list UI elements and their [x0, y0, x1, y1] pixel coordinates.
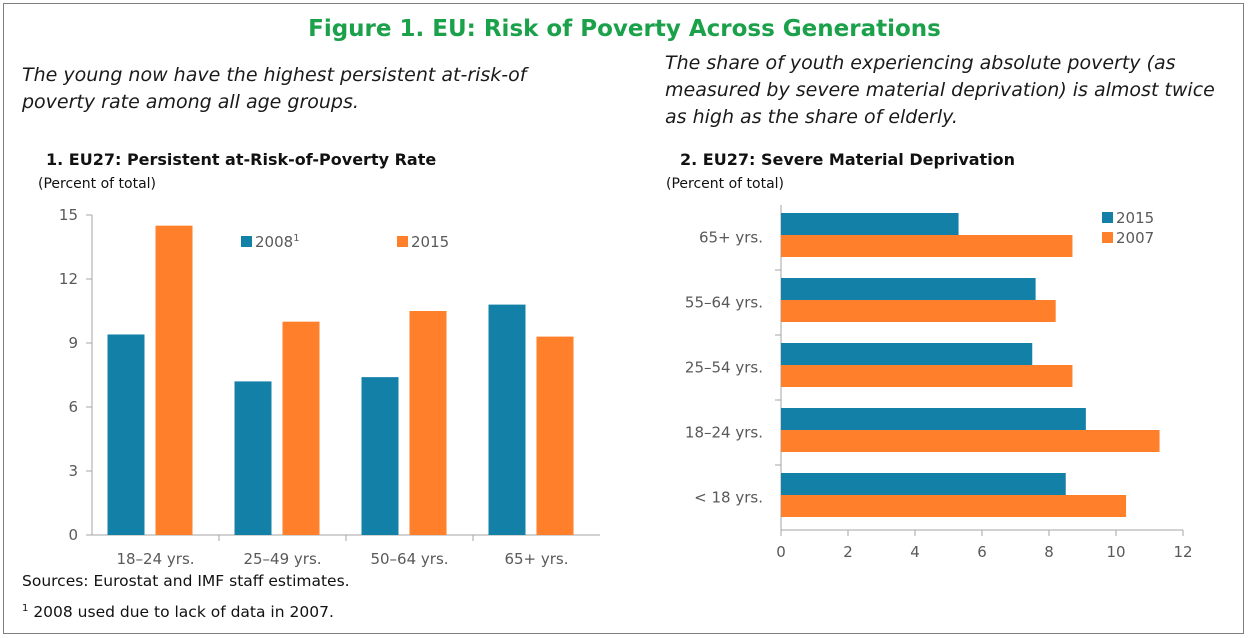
chart2-bar-2007: [781, 235, 1073, 257]
chart2-svg: 0 2 4 6 8 10 12 65+ yrs. 55–64 yrs. 25–54 yrs. 18–…: [685, 205, 1193, 561]
footnote-text: 2008 used due to lack of data in 2007.: [33, 603, 334, 622]
chart2-y-tick-label: 25–54 yrs.: [685, 359, 763, 377]
chart2-x-tick-label: 0: [776, 543, 786, 561]
chart2-bar-2007: [781, 365, 1073, 387]
chart1-title: 1. EU27: Persistent at-Risk-of-Poverty R…: [46, 150, 437, 169]
chart1-x-tick-label: 25–49 yrs.: [243, 550, 321, 568]
chart1-subtitle: (Percent of total): [38, 176, 157, 192]
chart1-svg: 0 3 6 9 12 15 18–24 yrs. 25–49 yrs. 50–64 yrs. 65…: [59, 206, 600, 568]
chart1-bar-2015: [155, 225, 193, 535]
chart2-x-tick-label: 4: [910, 543, 920, 561]
chart1-y-tick-label: 12: [59, 270, 78, 288]
chart1-bar-2015: [536, 336, 574, 535]
chart2-bar-2015: [781, 408, 1086, 430]
chart2-y-tick-label: < 18 yrs.: [694, 489, 763, 507]
chart1-legend-label: 2015: [411, 233, 449, 251]
chart1-bar-2008: [361, 377, 399, 535]
chart1-bar-2015: [409, 311, 447, 535]
chart2-subtitle: (Percent of total): [666, 176, 785, 192]
footnote: 1 2008 used due to lack of data in 2007.: [22, 603, 334, 621]
footnote-mark: 1: [22, 603, 29, 614]
chart1-bar-2008: [234, 381, 272, 535]
chart1-x-tick-label: 50–64 yrs.: [370, 550, 448, 568]
chart2-bar-2015: [781, 343, 1033, 365]
chart1-bar-2008: [107, 334, 145, 535]
chart2-bar-2007: [781, 430, 1160, 452]
chart2-bar-2007: [781, 300, 1056, 322]
chart1-legend-label: 20081: [255, 233, 300, 251]
chart1-y-tick-label: 15: [59, 206, 78, 224]
chart1-x-tick-label: 65+ yrs.: [504, 550, 568, 568]
chart2-bar-2015: [781, 278, 1036, 300]
figure-frame: [3, 3, 1244, 634]
chart2-x-tick-label: 2: [843, 543, 853, 561]
chart1-bar-2015: [282, 321, 320, 535]
right-lead-text: The share of youth experiencing absolute…: [665, 52, 1215, 128]
chart2-title: 2. EU27: Severe Material Deprivation: [680, 150, 1016, 169]
chart2-y-tick-label: 18–24 yrs.: [685, 424, 763, 442]
chart2-x-tick-label: 12: [1173, 543, 1192, 561]
chart2-y-tick-label: 65+ yrs.: [699, 229, 763, 247]
chart2-x-tick-label: 6: [977, 543, 987, 561]
chart2-bar-2007: [781, 495, 1127, 517]
figure-title: Figure 1. EU: Risk of Poverty Across Gen…: [308, 16, 941, 42]
chart1-y-tick-label: 3: [68, 462, 78, 480]
chart2-legend-label: 2007: [1116, 229, 1154, 247]
chart1-y-tick-label: 0: [68, 526, 78, 544]
chart2-x-tick-label: 10: [1106, 543, 1125, 561]
sources-note: Sources: Eurostat and IMF staff estimate…: [22, 572, 350, 590]
chart2-x-tick-label: 8: [1044, 543, 1054, 561]
left-lead-text: The young now have the highest persisten…: [22, 64, 527, 113]
chart2-y-tick-label: 55–64 yrs.: [685, 294, 763, 312]
chart1-y-tick-label: 6: [68, 398, 78, 416]
chart1-legend-sup: 1: [293, 233, 299, 244]
chart1-legend-swatch: [241, 236, 252, 247]
chart2-legend-label: 2015: [1116, 209, 1154, 227]
chart2-bar-2015: [781, 473, 1066, 495]
chart2-legend-swatch: [1102, 212, 1113, 223]
chart1-legend-swatch: [397, 236, 408, 247]
chart2-bar-2015: [781, 213, 959, 235]
chart1-y-tick-label: 9: [68, 334, 78, 352]
chart2-legend-swatch: [1102, 232, 1113, 243]
chart1-x-tick-label: 18–24 yrs.: [116, 550, 194, 568]
chart1-bar-2008: [488, 304, 526, 535]
